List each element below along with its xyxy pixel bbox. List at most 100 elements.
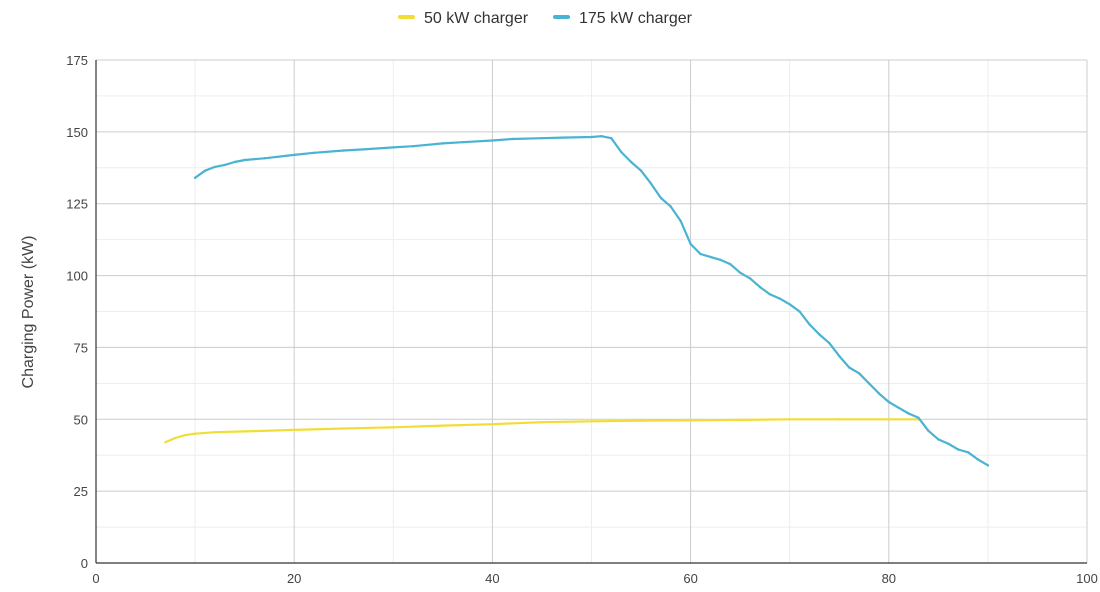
data-point-50-kw-charger (639, 419, 643, 422)
x-tick-label: 0 (92, 571, 99, 586)
data-point-175-kw-charger (937, 438, 940, 441)
data-point-175-kw-charger (788, 303, 791, 306)
data-point-175-kw-charger (620, 150, 623, 154)
y-tick-label: 25 (74, 484, 88, 499)
data-point-175-kw-charger (758, 285, 762, 289)
data-point-175-kw-charger (639, 169, 643, 172)
data-point-175-kw-charger (441, 142, 444, 145)
data-point-175-kw-charger (719, 258, 722, 261)
data-point-175-kw-charger (986, 464, 990, 467)
data-point-175-kw-charger (808, 323, 811, 326)
data-point-175-kw-charger (748, 277, 752, 280)
data-point-175-kw-charger (293, 153, 296, 157)
data-point-50-kw-charger (689, 419, 692, 422)
legend-label-50-kw-charger: 50 kW charger (424, 10, 529, 27)
data-point-175-kw-charger (897, 406, 900, 409)
data-point-50-kw-charger (293, 428, 296, 432)
data-point-175-kw-charger (976, 458, 980, 461)
data-point-50-kw-charger (838, 418, 841, 421)
y-tick-label: 0 (81, 556, 88, 571)
data-point-175-kw-charger (233, 160, 236, 164)
data-point-175-kw-charger (966, 451, 970, 454)
data-point-175-kw-charger (461, 141, 464, 144)
data-point-50-kw-charger (243, 430, 246, 433)
data-point-175-kw-charger (312, 151, 316, 154)
x-tick-label: 80 (882, 571, 896, 586)
data-point-175-kw-charger (927, 429, 930, 432)
x-tick-label: 20 (287, 571, 301, 586)
data-point-175-kw-charger (511, 137, 514, 141)
data-point-50-kw-charger (164, 441, 167, 444)
x-tick-label: 40 (485, 571, 499, 586)
data-point-175-kw-charger (907, 412, 910, 415)
data-point-175-kw-charger (778, 297, 781, 300)
data-point-50-kw-charger (788, 418, 791, 421)
data-point-175-kw-charger (411, 145, 415, 148)
data-point-175-kw-charger (689, 242, 692, 246)
y-tick-label: 125 (66, 197, 88, 212)
data-point-50-kw-charger (213, 431, 217, 434)
data-point-175-kw-charger (362, 148, 365, 151)
data-point-175-kw-charger (867, 382, 871, 385)
y-tick-label: 175 (66, 53, 88, 68)
x-tick-label: 60 (683, 571, 697, 586)
data-point-50-kw-charger (887, 418, 890, 421)
data-point-175-kw-charger (699, 252, 702, 256)
data-point-175-kw-charger (818, 333, 821, 336)
data-point-50-kw-charger (392, 426, 395, 429)
data-point-175-kw-charger (679, 219, 682, 223)
data-point-175-kw-charger (560, 136, 563, 139)
data-point-50-kw-charger (174, 436, 177, 440)
legend: 50 kW charger 175 kW charger (398, 10, 693, 27)
data-point-175-kw-charger (213, 165, 217, 169)
x-tick-label: 100 (1076, 571, 1098, 586)
data-point-175-kw-charger (491, 139, 494, 142)
data-point-175-kw-charger (738, 271, 742, 274)
data-point-175-kw-charger (193, 176, 197, 179)
data-point-50-kw-charger (441, 424, 444, 427)
data-point-175-kw-charger (392, 146, 395, 149)
data-point-175-kw-charger (848, 366, 851, 369)
data-point-175-kw-charger (669, 205, 672, 208)
data-point-175-kw-charger (649, 182, 653, 185)
data-point-175-kw-charger (828, 341, 831, 345)
axis-layer: 0 20 40 60 80 100 25 50 75 100 125 150 175 0 (66, 53, 1098, 586)
y-tick-label: 50 (74, 412, 88, 427)
y-tick-label: 75 (74, 340, 88, 355)
data-point-50-kw-charger (184, 433, 187, 437)
data-point-175-kw-charger (957, 448, 960, 451)
series-line-175-kw-charger (194, 135, 990, 467)
data-point-50-kw-charger (342, 427, 345, 430)
series-layer (164, 135, 990, 467)
data-point-175-kw-charger (887, 400, 890, 404)
data-point-175-kw-charger (243, 158, 246, 162)
data-point-50-kw-charger (491, 423, 494, 426)
data-point-50-kw-charger (738, 418, 742, 422)
y-tick-label: 100 (66, 269, 88, 284)
data-point-175-kw-charger (659, 196, 663, 200)
data-point-50-kw-charger (590, 420, 593, 423)
data-point-175-kw-charger (917, 416, 920, 419)
legend-label-175-kw-charger: 175 kW charger (579, 10, 693, 27)
data-point-175-kw-charger (798, 310, 801, 313)
data-point-175-kw-charger (600, 135, 603, 138)
data-point-50-kw-charger (193, 432, 197, 435)
data-point-175-kw-charger (590, 135, 593, 139)
data-point-175-kw-charger (342, 149, 345, 152)
data-point-175-kw-charger (768, 293, 772, 296)
data-point-175-kw-charger (203, 169, 207, 172)
data-point-175-kw-charger (629, 160, 633, 164)
data-point-175-kw-charger (223, 163, 226, 167)
grid-layer (96, 59, 1088, 563)
data-point-175-kw-charger (540, 137, 544, 140)
data-point-175-kw-charger (877, 392, 881, 395)
data-point-175-kw-charger (838, 354, 841, 358)
data-point-175-kw-charger (263, 157, 266, 160)
data-point-175-kw-charger (857, 372, 861, 375)
data-point-175-kw-charger (709, 255, 712, 259)
y-tick-label: 150 (66, 125, 88, 140)
data-point-175-kw-charger (729, 262, 732, 266)
y-axis-title: Charging Power (kW) (20, 236, 37, 389)
